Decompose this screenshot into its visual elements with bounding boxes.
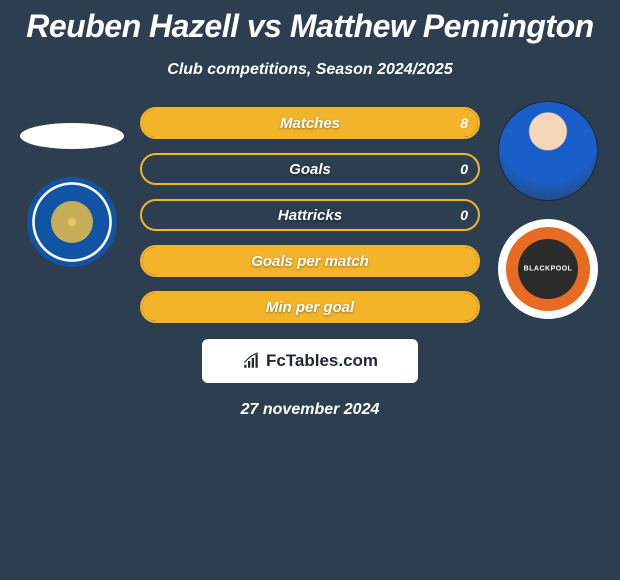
bar-label: Min per goal [266,299,354,316]
bar-label: Goals per match [251,253,369,270]
comparison-date: 27 november 2024 [0,401,620,419]
stat-bar-goals: Goals 0 [140,153,480,185]
stat-bars: Matches 8 Goals 0 Hattricks 0 Goals per … [140,107,480,323]
left-club-badge [27,177,117,267]
bar-label: Goals [289,161,331,178]
brand-name: FcTables.com [266,351,378,371]
stat-bar-matches: Matches 8 [140,107,480,139]
stat-bar-hattricks: Hattricks 0 [140,199,480,231]
season-subtitle: Club competitions, Season 2024/2025 [0,61,620,79]
left-player-column [12,113,132,267]
barchart-icon [242,352,260,370]
comparison-area: Matches 8 Goals 0 Hattricks 0 Goals per … [0,113,620,323]
stat-bar-goals-per-match: Goals per match [140,245,480,277]
bar-value-right: 0 [460,207,468,223]
bar-value-right: 0 [460,161,468,177]
right-player-avatar [498,101,598,201]
left-player-avatar [20,123,124,149]
right-player-column: BLACKPOOL [488,113,608,319]
brand-logo[interactable]: FcTables.com [202,339,418,383]
comparison-title: Reuben Hazell vs Matthew Pennington [0,0,620,45]
bar-label: Hattricks [278,207,342,224]
right-club-badge-text: BLACKPOOL [524,266,573,273]
stat-bar-min-per-goal: Min per goal [140,291,480,323]
right-club-badge: BLACKPOOL [498,219,598,319]
bar-value-right: 8 [460,115,468,131]
bar-label: Matches [280,115,340,132]
